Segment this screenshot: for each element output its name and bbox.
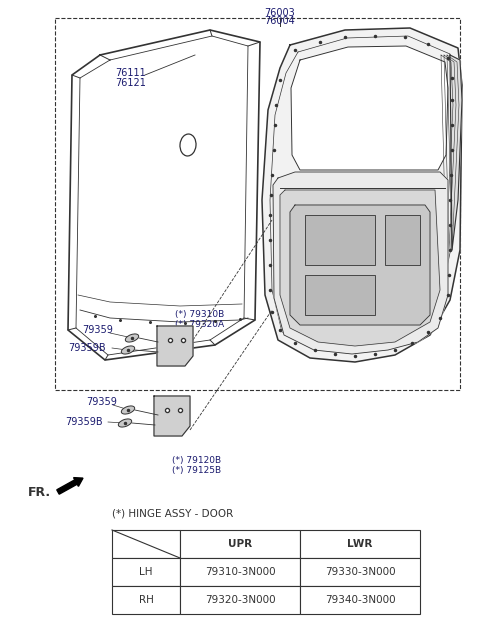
Text: UPR: UPR xyxy=(228,539,252,549)
Polygon shape xyxy=(280,190,440,346)
Polygon shape xyxy=(154,396,190,436)
Polygon shape xyxy=(291,46,448,170)
Text: 76121: 76121 xyxy=(115,78,146,88)
Bar xyxy=(180,558,300,586)
Text: 79320-3N000: 79320-3N000 xyxy=(204,595,276,605)
Bar xyxy=(385,215,420,265)
Bar xyxy=(112,586,180,614)
Bar xyxy=(112,558,180,586)
Text: 76004: 76004 xyxy=(264,16,295,26)
Bar xyxy=(300,558,420,586)
Text: 79340-3N000: 79340-3N000 xyxy=(324,595,396,605)
Polygon shape xyxy=(290,205,430,325)
Bar xyxy=(300,586,420,614)
Text: 76111: 76111 xyxy=(115,68,146,78)
Polygon shape xyxy=(273,172,448,354)
Text: (*) 79310B: (*) 79310B xyxy=(175,310,224,319)
Text: (*) HINGE ASSY - DOOR: (*) HINGE ASSY - DOOR xyxy=(112,508,233,518)
Ellipse shape xyxy=(125,334,139,342)
Ellipse shape xyxy=(118,419,132,427)
Polygon shape xyxy=(157,326,193,366)
Bar xyxy=(305,275,375,315)
Text: (*) 79125B: (*) 79125B xyxy=(172,466,221,475)
Bar xyxy=(112,530,180,558)
Bar xyxy=(305,215,375,265)
Text: LWR: LWR xyxy=(348,539,372,549)
Text: (*) 79120B: (*) 79120B xyxy=(172,456,221,465)
Text: RH: RH xyxy=(139,595,154,605)
Text: LH: LH xyxy=(139,567,153,577)
Text: (*) 79320A: (*) 79320A xyxy=(175,320,224,329)
Text: 79359: 79359 xyxy=(86,397,117,407)
Bar xyxy=(300,530,420,558)
Text: 79330-3N000: 79330-3N000 xyxy=(324,567,396,577)
Text: 79359: 79359 xyxy=(82,325,113,335)
Text: 76003: 76003 xyxy=(264,8,295,18)
Bar xyxy=(180,586,300,614)
Text: 79310-3N000: 79310-3N000 xyxy=(204,567,276,577)
Polygon shape xyxy=(262,28,462,362)
FancyArrow shape xyxy=(57,478,83,494)
Polygon shape xyxy=(450,55,462,250)
Text: 79359B: 79359B xyxy=(65,417,103,427)
Ellipse shape xyxy=(121,406,135,414)
Text: FR.: FR. xyxy=(28,486,51,498)
Text: 79359B: 79359B xyxy=(68,343,106,353)
Bar xyxy=(180,530,300,558)
Ellipse shape xyxy=(121,346,135,354)
